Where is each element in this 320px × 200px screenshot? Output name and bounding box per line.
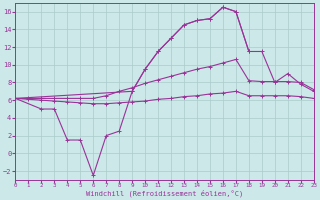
X-axis label: Windchill (Refroidissement éolien,°C): Windchill (Refroidissement éolien,°C) — [86, 190, 243, 197]
